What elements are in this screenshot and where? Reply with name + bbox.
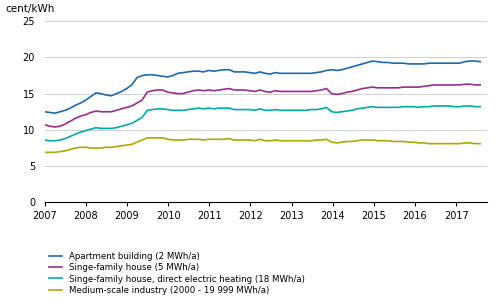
- Text: cent/kWh: cent/kWh: [5, 4, 54, 14]
- Legend: Apartment building (2 MWh/a), Singe-family house (5 MWh/a), Singe-family house, : Apartment building (2 MWh/a), Singe-fami…: [49, 252, 305, 295]
